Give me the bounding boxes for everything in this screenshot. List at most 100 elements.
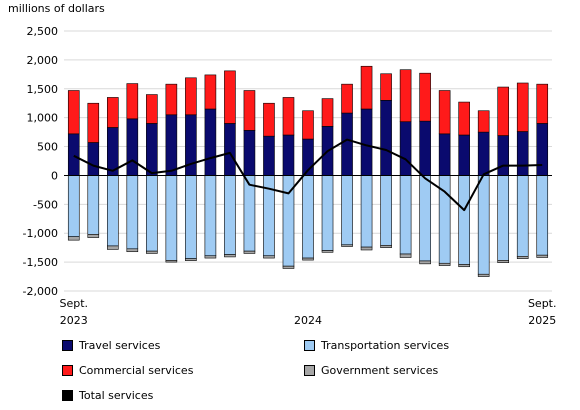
- y-tick-label: 2,000: [27, 54, 59, 67]
- bar-government-services: [458, 264, 470, 268]
- bar-travel-services: [360, 108, 373, 176]
- bar-transportation-services: [302, 175, 314, 259]
- y-tick-label: -1,500: [23, 256, 58, 269]
- bar-commercial-services: [126, 83, 139, 120]
- bar-transportation-services: [360, 175, 373, 248]
- bar-transportation-services: [224, 175, 236, 255]
- x-tick-label: 2024: [294, 314, 322, 327]
- bar-transportation-services: [419, 175, 431, 262]
- bar-commercial-services: [282, 97, 295, 136]
- bar-government-services: [302, 257, 314, 261]
- bar-government-services: [438, 262, 451, 266]
- bar-commercial-services: [497, 86, 510, 136]
- bar-commercial-services: [438, 90, 451, 135]
- bar-commercial-services: [263, 102, 275, 137]
- bar-commercial-services: [516, 82, 529, 132]
- bar-travel-services: [185, 114, 197, 176]
- bar-commercial-services: [399, 69, 412, 123]
- bar-government-services: [341, 244, 353, 247]
- bar-travel-services: [165, 114, 178, 176]
- bar-government-services: [380, 245, 392, 248]
- bar-travel-services: [263, 135, 275, 176]
- bar-travel-services: [224, 123, 236, 176]
- bar-commercial-services: [243, 90, 256, 131]
- bar-government-services: [243, 250, 256, 254]
- bar-travel-services: [146, 123, 158, 176]
- bars: [67, 65, 549, 277]
- bar-transportation-services: [477, 175, 490, 275]
- bar-travel-services: [380, 100, 392, 176]
- bar-transportation-services: [536, 175, 549, 256]
- bar-commercial-services: [204, 74, 217, 110]
- bar-commercial-services: [302, 110, 314, 140]
- bar-government-services: [67, 236, 80, 241]
- bar-commercial-services: [67, 90, 80, 135]
- bar-government-services: [497, 260, 510, 263]
- bar-travel-services: [204, 108, 217, 176]
- bar-government-services: [360, 246, 373, 251]
- bar-transportation-services: [321, 175, 334, 251]
- total-services-line: [73, 138, 543, 212]
- x-tick-label: Sept.: [59, 297, 88, 310]
- bar-travel-services: [243, 130, 256, 176]
- bar-transportation-services: [67, 175, 80, 237]
- bar-commercial-services: [477, 110, 490, 133]
- bar-commercial-services: [224, 70, 236, 124]
- bar-transportation-services: [126, 175, 139, 250]
- bar-commercial-services: [165, 83, 178, 116]
- y-tick-label: -1,000: [23, 227, 58, 240]
- bar-transportation-services: [107, 175, 119, 247]
- bar-transportation-services: [87, 175, 100, 235]
- y-tick-label: 2,500: [27, 25, 59, 38]
- bar-government-services: [536, 254, 549, 258]
- bar-government-services: [399, 253, 412, 258]
- x-tick-label: Sept.: [528, 297, 557, 310]
- axes: -2,000 -1,500 -1,000 -500 0 500 1,000 1,500 2,00…: [23, 25, 557, 327]
- bar-government-services: [419, 260, 431, 265]
- bar-transportation-services: [458, 175, 470, 265]
- bar-travel-services: [399, 121, 412, 176]
- y-tick-label: 1,500: [27, 83, 59, 96]
- bar-transportation-services: [516, 175, 529, 257]
- bar-commercial-services: [87, 102, 100, 143]
- bar-government-services: [516, 256, 529, 259]
- bar-commercial-services: [458, 101, 470, 136]
- bar-government-services: [321, 250, 334, 253]
- bar-transportation-services: [399, 175, 412, 255]
- bar-travel-services: [497, 135, 510, 176]
- bar-commercial-services: [380, 73, 392, 101]
- bar-government-services: [224, 254, 236, 258]
- y-tick-label: -500: [33, 198, 58, 211]
- bar-transportation-services: [185, 175, 197, 259]
- bar-travel-services: [419, 120, 431, 176]
- bar-government-services: [263, 255, 275, 259]
- bar-travel-services: [516, 131, 529, 176]
- bar-transportation-services: [497, 175, 510, 261]
- bar-travel-services: [477, 131, 490, 176]
- bar-government-services: [282, 265, 295, 269]
- bar-commercial-services: [146, 94, 158, 124]
- bar-commercial-services: [536, 83, 549, 124]
- bar-travel-services: [282, 134, 295, 176]
- bar-transportation-services: [165, 175, 178, 261]
- bar-government-services: [477, 273, 490, 277]
- bar-transportation-services: [146, 175, 158, 252]
- y-axis-unit-label: millions of dollars: [8, 2, 105, 15]
- bar-government-services: [107, 245, 119, 250]
- y-tick-label: 1,000: [27, 112, 59, 125]
- bar-government-services: [146, 250, 158, 254]
- x-tick-label: 2023: [60, 314, 88, 327]
- bar-government-services: [165, 260, 178, 263]
- bar-commercial-services: [360, 65, 373, 110]
- bar-travel-services: [67, 133, 80, 176]
- bar-commercial-services: [341, 83, 353, 114]
- bar-commercial-services: [419, 72, 431, 122]
- bar-commercial-services: [185, 77, 197, 116]
- bar-travel-services: [87, 142, 100, 176]
- bar-transportation-services: [341, 175, 353, 246]
- bar-government-services: [87, 234, 100, 238]
- y-tick-label: 0: [51, 169, 58, 182]
- total-line-layer: [73, 138, 543, 212]
- bar-government-services: [185, 258, 197, 261]
